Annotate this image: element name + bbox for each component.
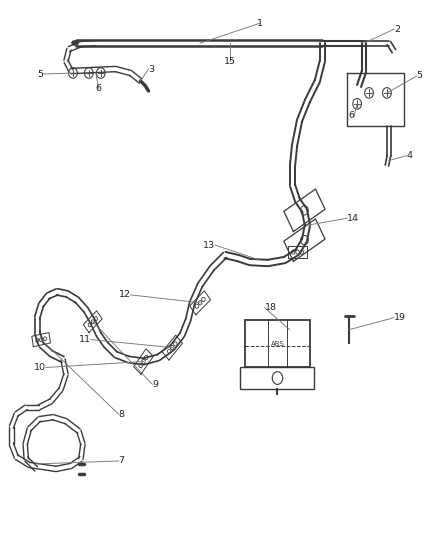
Text: ABS: ABS bbox=[271, 341, 284, 346]
Text: 10: 10 bbox=[34, 363, 46, 372]
Bar bbox=[245, 320, 310, 367]
Text: 5: 5 bbox=[37, 69, 43, 78]
Text: 7: 7 bbox=[119, 456, 125, 465]
Text: 6: 6 bbox=[348, 111, 354, 120]
Bar bbox=[240, 367, 314, 389]
Text: 14: 14 bbox=[347, 214, 359, 223]
Text: 5: 5 bbox=[417, 71, 423, 80]
Text: 13: 13 bbox=[203, 240, 215, 249]
Text: 1: 1 bbox=[257, 19, 263, 28]
Text: 2: 2 bbox=[394, 25, 400, 34]
Text: 6: 6 bbox=[96, 84, 102, 93]
Text: 3: 3 bbox=[148, 64, 155, 74]
Text: 8: 8 bbox=[119, 410, 125, 419]
Text: 19: 19 bbox=[394, 313, 406, 322]
Text: 4: 4 bbox=[407, 151, 413, 160]
Text: 9: 9 bbox=[152, 380, 159, 389]
Text: 15: 15 bbox=[224, 56, 236, 66]
Text: 12: 12 bbox=[119, 290, 131, 300]
Text: 18: 18 bbox=[265, 303, 277, 312]
Text: 11: 11 bbox=[79, 335, 91, 344]
